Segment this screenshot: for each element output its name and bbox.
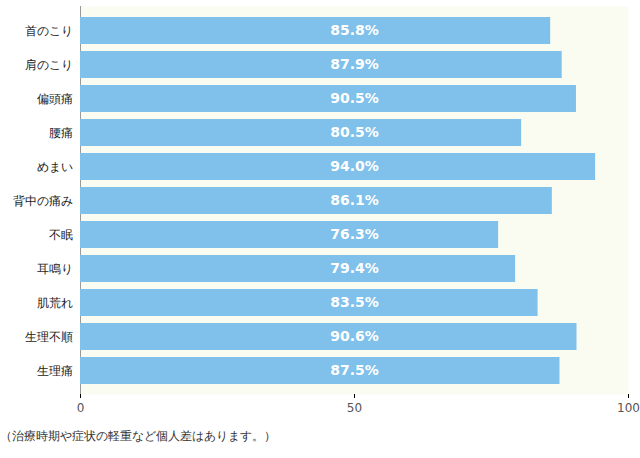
svg-text:94.0%: 94.0% bbox=[330, 158, 379, 174]
svg-text:79.4%: 79.4% bbox=[330, 260, 379, 276]
svg-text:生理痛: 生理痛 bbox=[37, 364, 73, 378]
svg-text:90.5%: 90.5% bbox=[330, 90, 379, 106]
svg-text:肩のこり: 肩のこり bbox=[25, 58, 73, 72]
svg-text:不眠: 不眠 bbox=[49, 228, 73, 242]
svg-text:めまい: めまい bbox=[37, 160, 73, 174]
svg-text:耳鳴り: 耳鳴り bbox=[37, 262, 73, 276]
svg-text:50: 50 bbox=[347, 401, 362, 415]
svg-text:80.5%: 80.5% bbox=[330, 124, 379, 140]
svg-text:85.8%: 85.8% bbox=[330, 22, 379, 38]
svg-text:肌荒れ: 肌荒れ bbox=[37, 296, 73, 310]
svg-text:背中の痛み: 背中の痛み bbox=[13, 194, 73, 208]
svg-text:0: 0 bbox=[77, 401, 85, 415]
svg-text:100: 100 bbox=[617, 401, 640, 415]
svg-text:87.9%: 87.9% bbox=[330, 56, 379, 72]
html-text:（治療時期や症状の軽重など個人差はあります。）: （治療時期や症状の軽重など個人差はあります。） bbox=[0, 429, 276, 443]
svg-text:腰痛: 腰痛 bbox=[49, 126, 73, 140]
svg-text:首のこり: 首のこり bbox=[25, 24, 73, 38]
svg-text:76.3%: 76.3% bbox=[330, 226, 379, 242]
svg-text:87.5%: 87.5% bbox=[330, 362, 379, 378]
svg-text:生理不順: 生理不順 bbox=[25, 330, 73, 344]
svg-text:90.6%: 90.6% bbox=[330, 328, 379, 344]
svg-text:83.5%: 83.5% bbox=[330, 294, 379, 310]
svg-text:偏頭痛: 偏頭痛 bbox=[37, 92, 73, 106]
svg-text:86.1%: 86.1% bbox=[330, 192, 379, 208]
